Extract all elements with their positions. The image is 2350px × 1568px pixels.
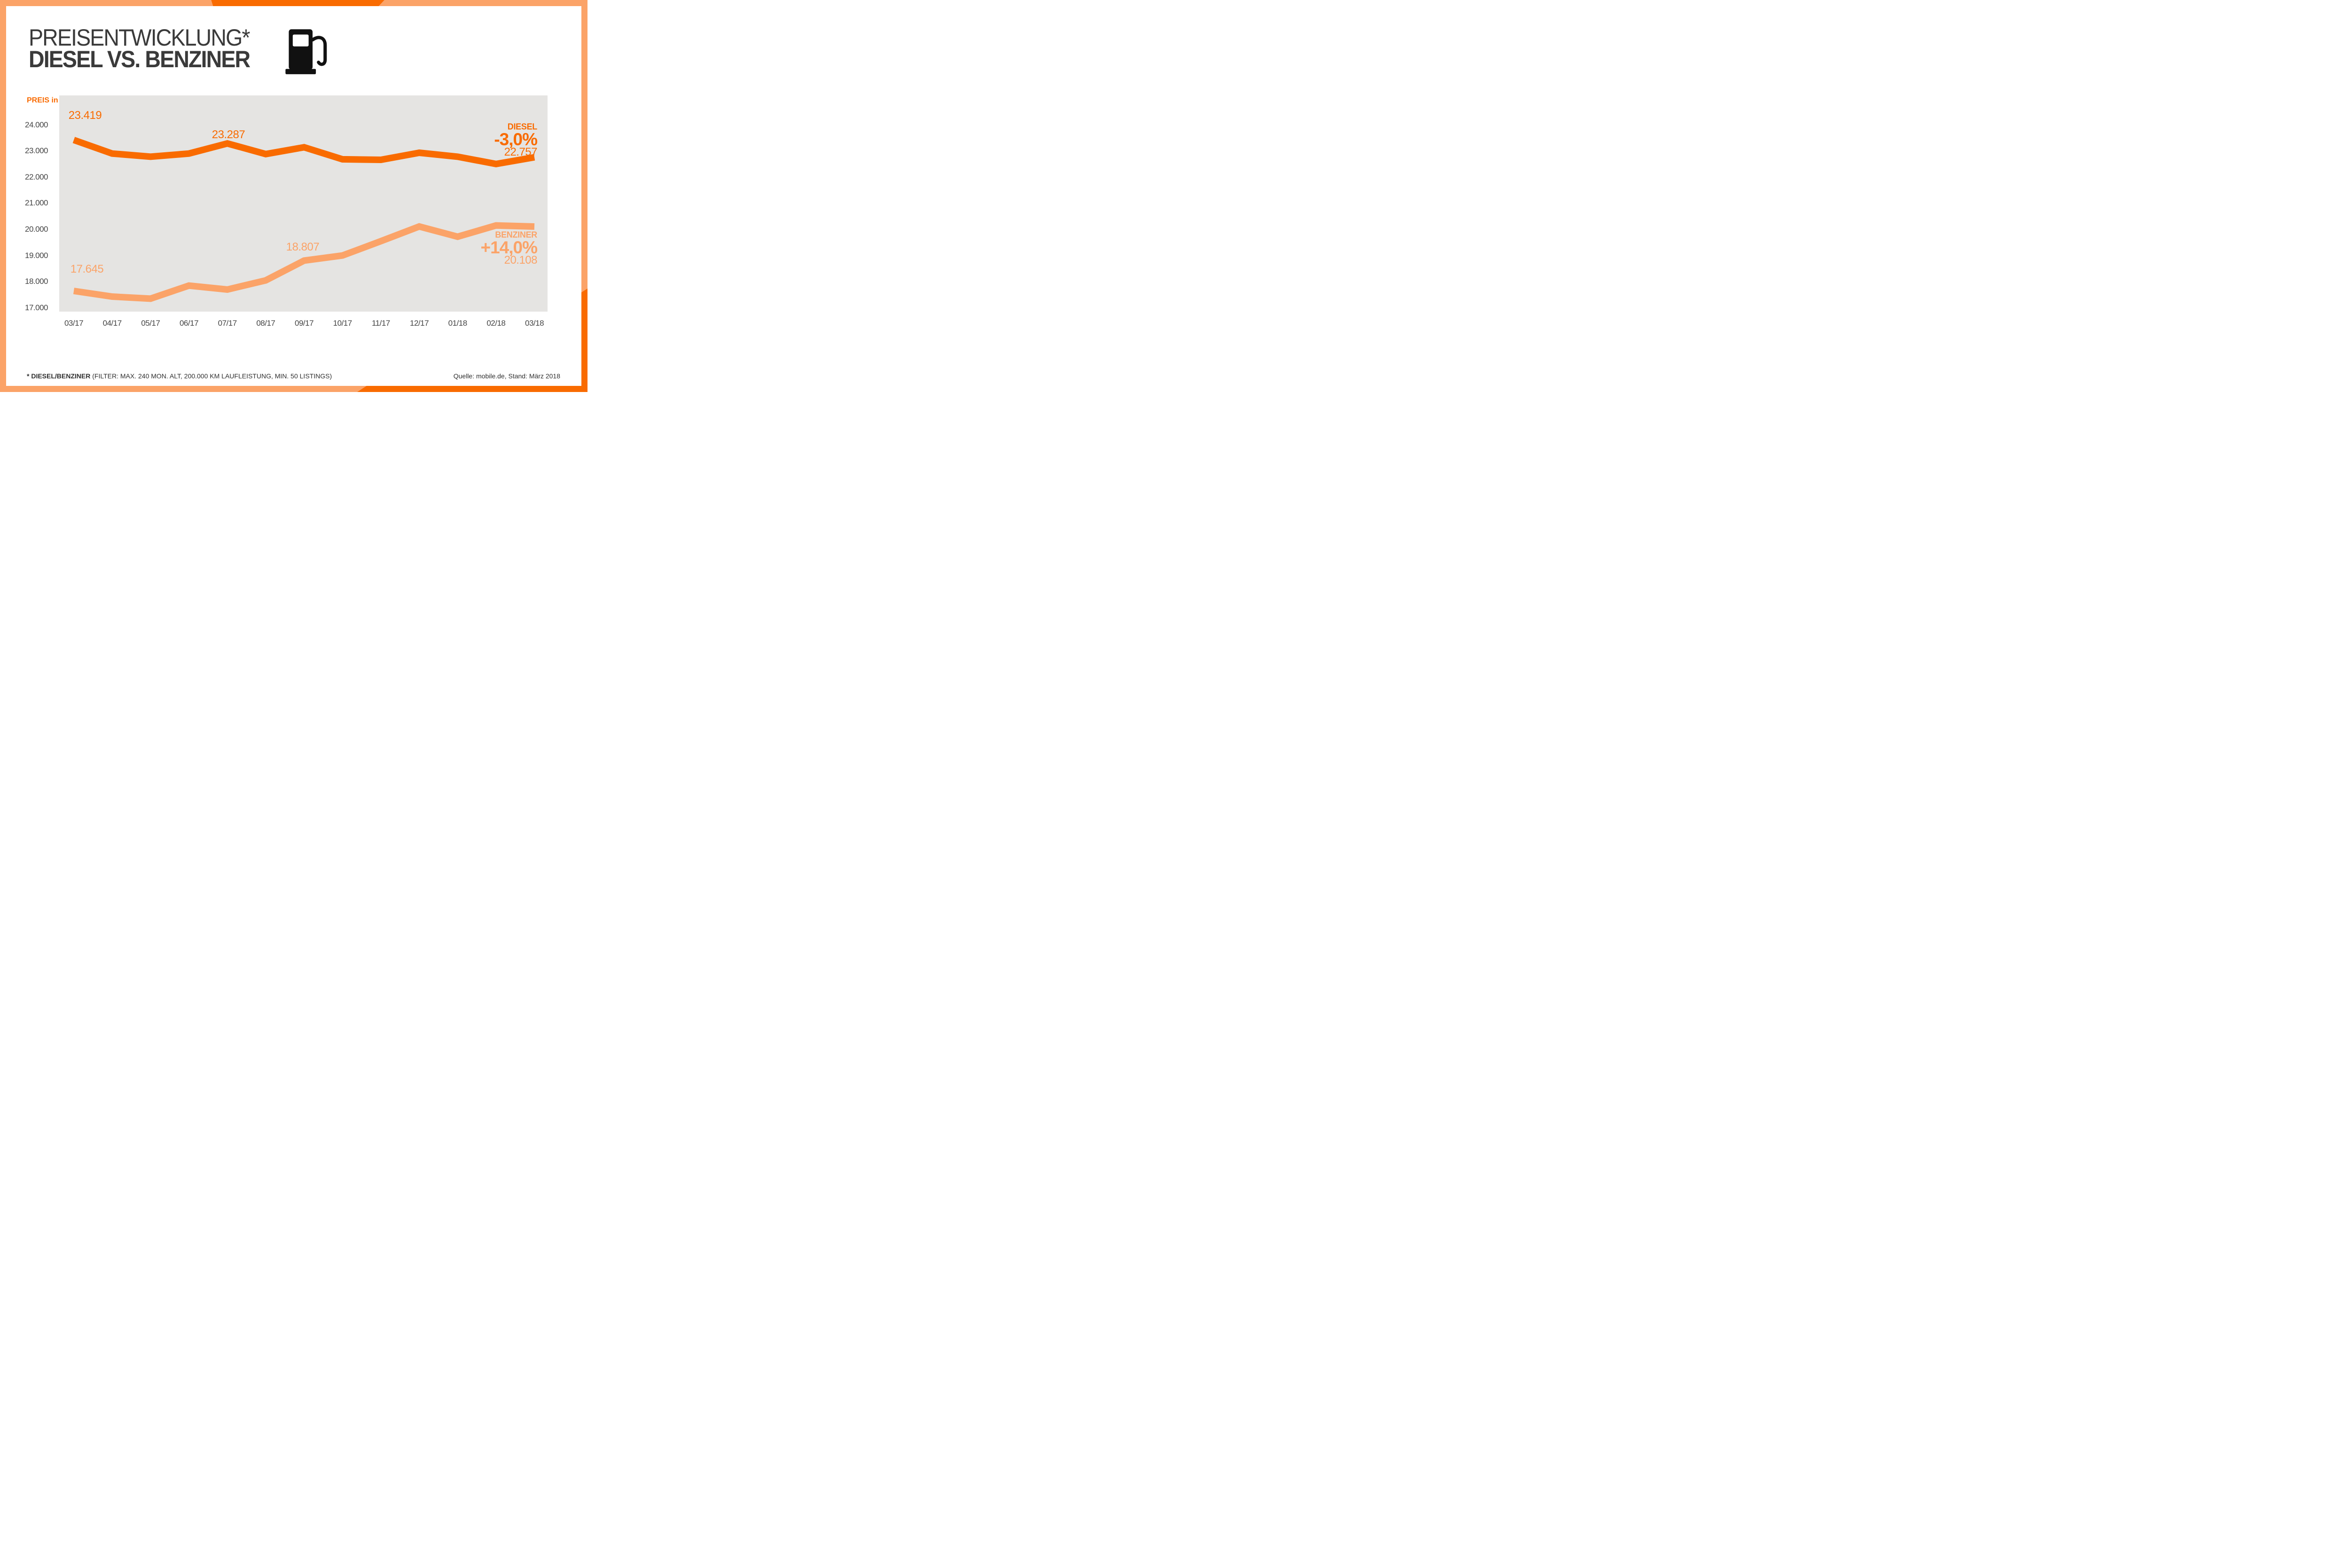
x-tick-label: 12/17: [409, 319, 429, 328]
source-note: Quelle: mobile.de, Stand: März 2018: [453, 372, 560, 380]
infographic-page: PREISENTWICKLUNG* DIESEL VS. BENZINER PR…: [0, 0, 588, 392]
diesel-series-label: DIESEL: [507, 122, 538, 132]
x-tick-label: 06/17: [179, 319, 199, 328]
annotation-benziner-start: 17.645: [70, 263, 104, 275]
x-tick-label: 11/17: [371, 319, 390, 328]
benziner-change-badge: +14,0%: [480, 238, 538, 257]
page-title-line1: PREISENTWICKLUNG*: [29, 24, 250, 51]
annotation-benziner-mid: 18.807: [286, 241, 320, 253]
x-tick-label: 10/17: [333, 319, 352, 328]
x-tick-label: 05/17: [141, 319, 160, 328]
x-tick-label: 03/17: [64, 319, 84, 328]
y-tick-label: 19.000: [25, 251, 48, 260]
page-title-line2: DIESEL VS. BENZINER: [29, 46, 251, 72]
y-tick-label: 24.000: [25, 120, 48, 129]
footnote: * DIESEL/BENZINER (FILTER: MAX. 240 MON.…: [27, 372, 332, 380]
benziner-series-label: BENZINER: [495, 230, 537, 240]
x-tick-label: 09/17: [294, 319, 314, 328]
y-tick-label: 20.000: [25, 225, 48, 234]
y-axis-title: PREIS in €: [27, 96, 65, 104]
line-chart: [72, 137, 535, 302]
y-tick-label: 17.000: [25, 303, 48, 312]
footnote-rest-part: (FILTER: MAX. 240 MON. ALT, 200.000 KM L…: [90, 372, 332, 380]
frame-border-bottom: [0, 386, 588, 392]
footnote-bold-part: * DIESEL/BENZINER: [27, 372, 91, 380]
fuel-pump-icon: [285, 29, 327, 74]
y-tick-label: 22.000: [25, 172, 48, 181]
diesel-line: [72, 137, 535, 168]
frame-border-top: [0, 0, 588, 6]
page-title: PREISENTWICKLUNG* DIESEL VS. BENZINER: [29, 24, 266, 72]
x-tick-label: 08/17: [256, 319, 275, 328]
frame-border-left: [0, 0, 6, 392]
frame-border-top-accent: [211, 0, 384, 6]
annotation-diesel-start: 23.419: [68, 109, 102, 122]
x-tick-label: 07/17: [218, 319, 237, 328]
diesel-change-badge: -3,0%: [494, 130, 538, 149]
benziner-line: [73, 222, 535, 302]
diesel-end-value: 22.757: [504, 146, 538, 158]
frame-border-bottom-accent: [357, 386, 588, 392]
frame-border-right-accent: [581, 288, 588, 392]
annotation-diesel-peak: 23.287: [212, 128, 245, 141]
benziner-end-value: 20.108: [504, 254, 538, 267]
y-tick-label: 23.000: [25, 146, 48, 156]
x-tick-label: 04/17: [102, 319, 122, 328]
frame-border-right: [581, 0, 588, 392]
x-tick-label: 03/18: [525, 319, 544, 328]
x-tick-label: 01/18: [448, 319, 468, 328]
x-tick-label: 02/18: [486, 319, 506, 328]
plot-area: [59, 95, 548, 312]
y-tick-label: 18.000: [25, 277, 48, 286]
y-tick-label: 21.000: [25, 198, 48, 208]
